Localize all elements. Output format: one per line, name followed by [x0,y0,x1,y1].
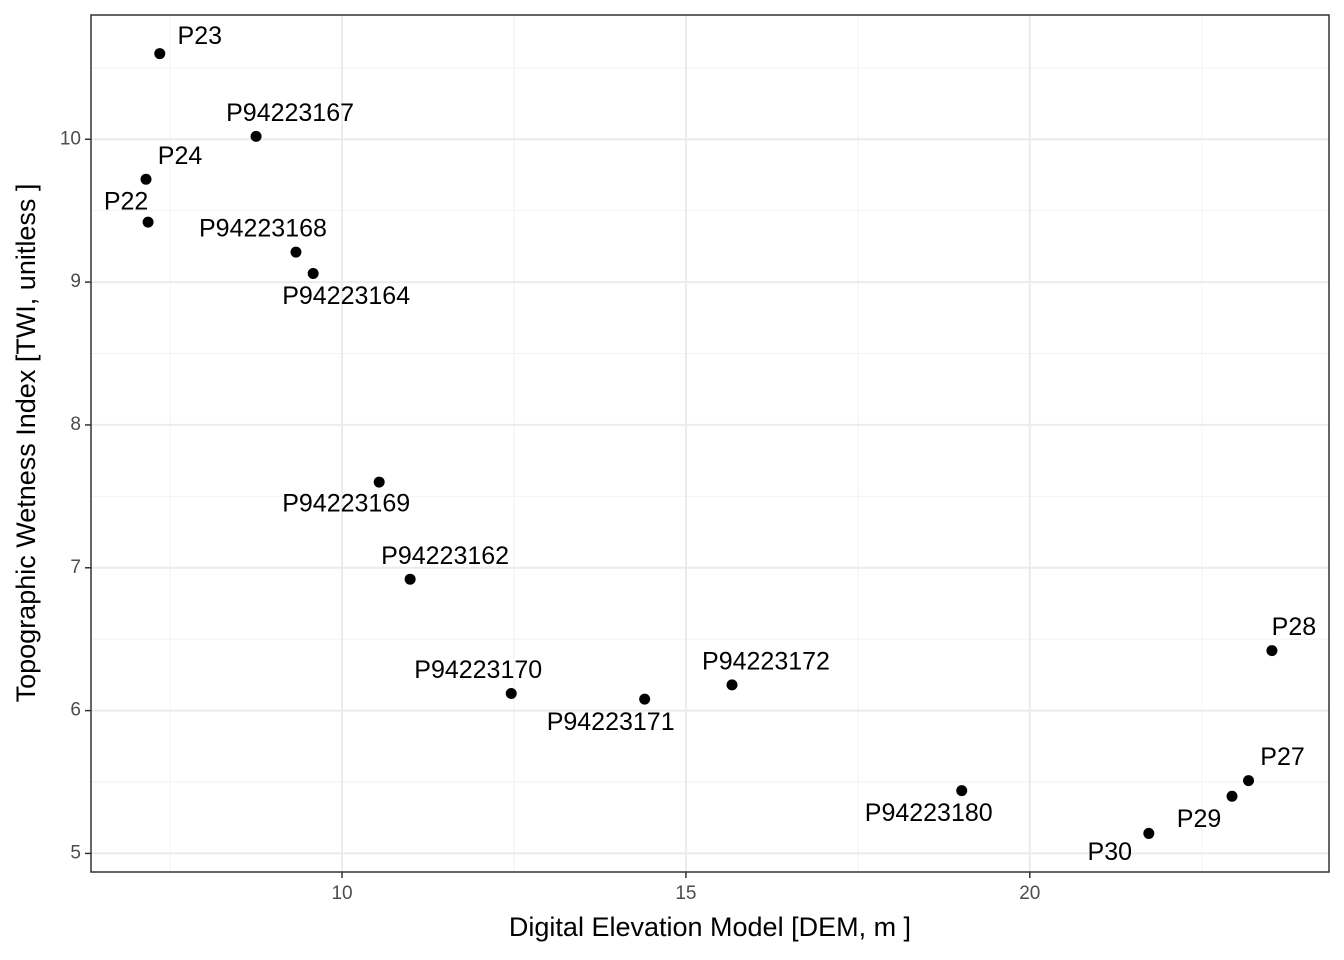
point-label: P94223162 [381,542,509,570]
point-label: P28 [1272,613,1316,641]
point [1243,775,1255,787]
point [154,48,166,60]
x-tick-label: 20 [1019,883,1040,904]
point-label: P22 [104,188,148,216]
point-label: P94223170 [414,656,542,684]
point-label: P94223180 [865,799,993,827]
y-tick-label: 5 [70,842,81,863]
point [1143,827,1155,839]
point-label: P94223172 [702,647,830,675]
point [142,216,154,228]
point-label: P27 [1260,743,1304,771]
point [1226,790,1238,802]
point-label: P30 [1088,838,1132,866]
x-tick-label: 10 [331,883,352,904]
point [639,693,651,705]
point-label: P94223169 [282,490,410,518]
point [373,476,385,488]
point-label: P23 [178,22,222,50]
point [307,268,319,280]
point [290,246,302,258]
point-label: P24 [158,142,203,170]
plot-border [90,14,1330,873]
y-tick-label: 9 [70,271,81,292]
y-tick-label: 10 [60,128,81,149]
point [956,785,968,797]
y-tick-label: 7 [70,557,81,578]
y-tick-label: 6 [70,700,81,721]
point-label: P94223171 [547,708,675,736]
point [505,687,517,699]
point [404,573,416,585]
point [726,679,738,691]
point [1266,645,1278,657]
point-label: P94223164 [282,282,410,310]
point-label: P29 [1177,805,1221,833]
point-label: P94223168 [199,215,327,243]
point [250,130,262,142]
point-label: P94223167 [226,99,354,127]
x-axis-title: Digital Elevation Model [DEM, m ] [509,912,911,942]
x-tick-label: 15 [675,883,696,904]
y-axis-title: Topographic Wetness Index [TWI, unitless… [11,184,41,703]
y-tick-label: 8 [70,414,81,435]
point [140,173,152,185]
